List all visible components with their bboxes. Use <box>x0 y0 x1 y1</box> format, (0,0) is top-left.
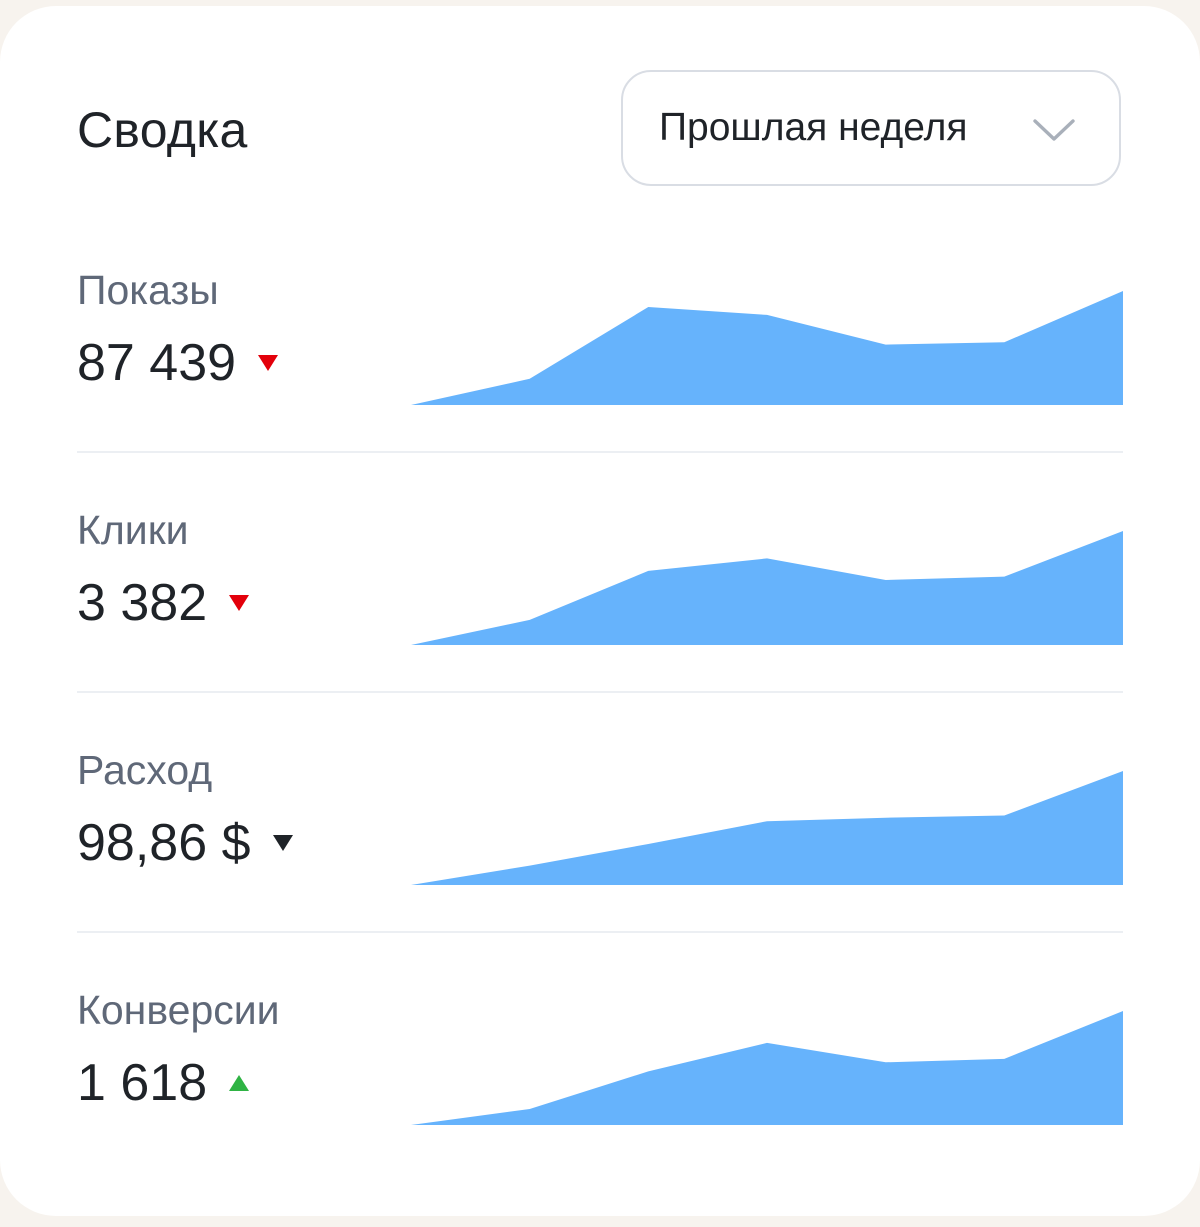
sparkline-chart <box>411 1011 1123 1125</box>
sparkline-area <box>411 531 1123 645</box>
metric-label: Показы <box>77 267 219 313</box>
metric-value-group: 1 618 <box>77 1051 250 1115</box>
chevron-down-icon <box>1033 119 1075 141</box>
sparkline-chart <box>411 291 1123 405</box>
summary-card: Сводка Прошлая неделя Показы 87 439 Клик… <box>0 6 1200 1216</box>
sparkline-chart <box>411 531 1123 645</box>
metric-row-clicks[interactable]: Клики 3 382 <box>77 451 1123 691</box>
metric-value: 98,86 $ <box>77 814 251 872</box>
metrics-list: Показы 87 439 Клики 3 382 <box>77 211 1123 1171</box>
trend-down-icon <box>229 595 250 611</box>
sparkline-area <box>411 1011 1123 1125</box>
metric-row-spend[interactable]: Расход 98,86 $ <box>77 691 1123 931</box>
trend-down-icon <box>272 835 293 851</box>
trend-up-icon <box>229 1075 250 1091</box>
period-select[interactable]: Прошлая неделя <box>621 70 1121 186</box>
period-select-value: Прошлая неделя <box>659 106 968 149</box>
metric-value-group: 3 382 <box>77 571 250 635</box>
metric-label: Клики <box>77 507 189 553</box>
metric-value: 1 618 <box>77 1054 208 1112</box>
metric-label: Конверсии <box>77 987 280 1033</box>
metric-value: 3 382 <box>77 574 208 632</box>
sparkline-chart <box>411 771 1123 885</box>
trend-down-icon <box>258 355 279 371</box>
metric-row-impressions[interactable]: Показы 87 439 <box>77 211 1123 451</box>
metric-label: Расход <box>77 747 213 793</box>
metric-value-group: 87 439 <box>77 331 279 395</box>
summary-title: Сводка <box>77 102 248 158</box>
sparkline-area <box>411 771 1123 885</box>
metric-value: 87 439 <box>77 334 237 392</box>
sparkline-area <box>411 291 1123 405</box>
metric-row-conversions[interactable]: Конверсии 1 618 <box>77 931 1123 1171</box>
metric-value-group: 98,86 $ <box>77 811 293 875</box>
